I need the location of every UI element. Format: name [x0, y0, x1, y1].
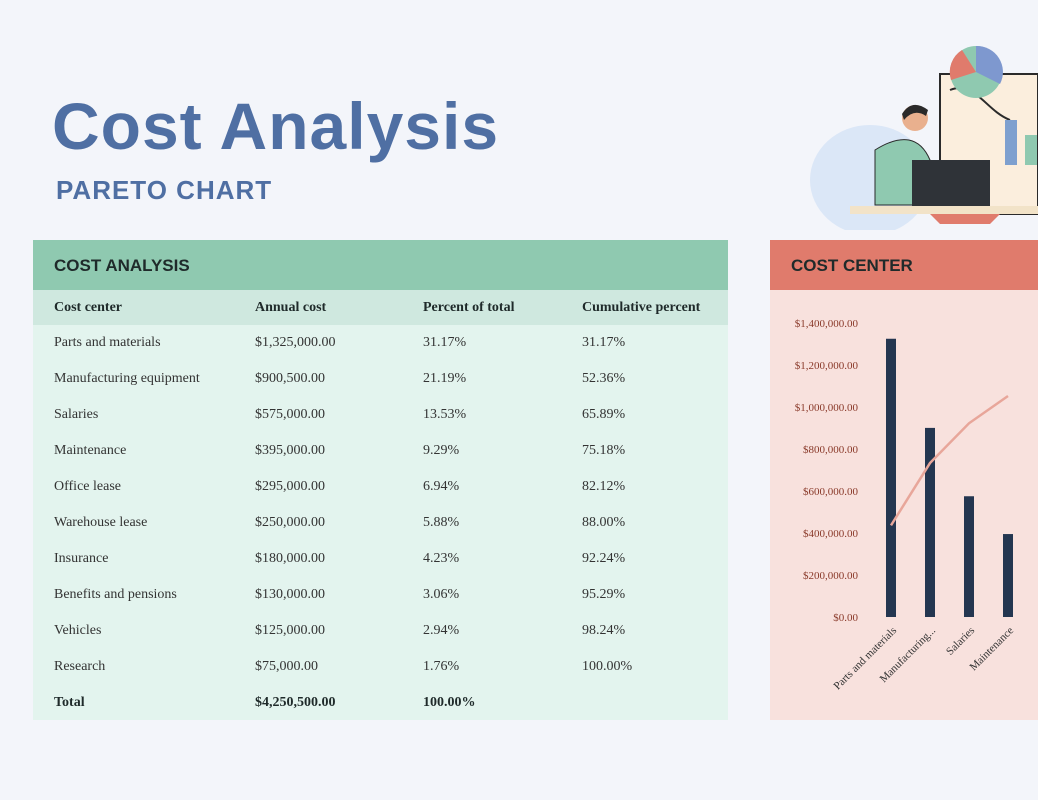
page-subtitle: PARETO CHART: [56, 175, 273, 205]
cell: Manufacturing equipment: [54, 371, 200, 386]
chart-panel: COST CENTER $0.00 $200,000.00 $400,000.00 $…: [770, 240, 1038, 720]
cell: $125,000.00: [255, 623, 325, 638]
table-row: Insurance $180,000.00 4.23% 92.24%: [33, 541, 728, 577]
chart: $0.00 $200,000.00 $400,000.00 $600,000.00 $8…: [795, 318, 1016, 692]
cell: 100.00%: [582, 659, 633, 674]
y-tick-label: $1,200,000.00: [795, 360, 859, 372]
y-tick-label: $800,000.00: [803, 444, 859, 456]
cell: 31.17%: [423, 335, 467, 350]
cell: 82.12%: [582, 479, 626, 494]
cell: Percent of total: [423, 300, 515, 315]
chair: [930, 214, 1000, 224]
cell: $295,000.00: [255, 479, 325, 494]
cell: 2.94%: [423, 623, 460, 638]
bar: [1003, 534, 1013, 617]
cell: 100.00%: [423, 695, 476, 710]
cell: Total: [54, 695, 85, 710]
cell: Cost center: [54, 300, 123, 315]
cell: 1.76%: [423, 659, 460, 674]
total-row: Total $4,250,500.00 100.00%: [33, 685, 728, 720]
cell: Insurance: [54, 551, 109, 566]
cell: Maintenance: [54, 443, 127, 458]
cell: 6.94%: [423, 479, 460, 494]
bar: [886, 338, 896, 617]
cell: 88.00%: [582, 515, 626, 530]
cell: $900,500.00: [255, 371, 325, 386]
cell: $180,000.00: [255, 551, 325, 566]
chart-title: COST CENTER: [770, 240, 1038, 290]
cell: 95.29%: [582, 587, 626, 602]
cell: 92.24%: [582, 551, 626, 566]
cell: Research: [54, 659, 106, 674]
cell: 9.29%: [423, 443, 460, 458]
y-tick-label: $400,000.00: [803, 528, 859, 540]
table: Cost center Annual cost Percent of total Cu…: [33, 290, 728, 720]
cell: Parts and materials: [54, 335, 161, 350]
illustration: [810, 45, 1038, 230]
pie-icon: [976, 45, 1003, 84]
cell: 13.53%: [423, 407, 467, 422]
bar: [964, 496, 974, 617]
y-tick-label: $200,000.00: [803, 570, 859, 582]
board-bar: [1025, 135, 1037, 165]
cell: Office lease: [54, 479, 121, 494]
table-row: Parts and materials $1,325,000.00 31.17% 31…: [33, 325, 728, 361]
x-tick-label: Salaries: [944, 625, 977, 658]
cell: 31.17%: [582, 335, 626, 350]
cell: $575,000.00: [255, 407, 325, 422]
cell: 75.18%: [582, 443, 626, 458]
line: [889, 394, 1009, 527]
cell: 65.89%: [582, 407, 626, 422]
y-tick-label: $600,000.00: [803, 486, 859, 498]
cell: $130,000.00: [255, 587, 325, 602]
cell: 5.88%: [423, 515, 460, 530]
board-bar: [1005, 120, 1017, 165]
cell: $395,000.00: [255, 443, 325, 458]
person-hair: [902, 104, 928, 120]
cell: Vehicles: [54, 623, 102, 638]
cell: Salaries: [54, 407, 99, 422]
table-row: Research $75,000.00 1.76% 100.00%: [33, 649, 728, 685]
table-row: Manufacturing equipment $900,500.00 21.19%…: [33, 361, 728, 397]
bar: [925, 427, 935, 617]
table-row: Office lease $295,000.00 6.94% 82.12%: [33, 469, 728, 505]
table-row: Vehicles $125,000.00 2.94% 98.24%: [33, 613, 728, 649]
table-row: Maintenance $395,000.00 9.29% 75.18%: [33, 433, 728, 469]
page-title: Cost Analysis: [52, 89, 500, 163]
cell: Annual cost: [255, 300, 327, 315]
pie-icon: [949, 50, 976, 80]
desk: [850, 206, 1038, 214]
table-row: Salaries $575,000.00 13.53% 65.89%: [33, 397, 728, 433]
cell: $1,325,000.00: [255, 335, 336, 350]
cell: Warehouse lease: [54, 515, 148, 530]
cell: $250,000.00: [255, 515, 325, 530]
cell: $75,000.00: [255, 659, 318, 674]
y-tick-label: $1,400,000.00: [795, 318, 859, 330]
cell: 98.24%: [582, 623, 626, 638]
y-tick-label: $0.00: [833, 612, 858, 624]
cell: Benefits and pensions: [54, 587, 177, 602]
table-title: COST ANALYSIS: [33, 240, 728, 290]
column-header-row: Cost center Annual cost Percent of total Cu…: [33, 290, 728, 325]
cell: $4,250,500.00: [255, 695, 336, 710]
table-row: Warehouse lease $250,000.00 5.88% 88.00%: [33, 505, 728, 541]
table-row: Benefits and pensions $130,000.00 3.06% 95.…: [33, 577, 728, 613]
cell: 21.19%: [423, 371, 467, 386]
y-tick-label: $1,000,000.00: [795, 402, 859, 414]
cell: 4.23%: [423, 551, 460, 566]
laptop: [912, 160, 990, 206]
cell: Cumulative percent: [582, 300, 701, 315]
cell: 52.36%: [582, 371, 626, 386]
cell: 3.06%: [423, 587, 460, 602]
table-panel: COST ANALYSIS Cost center Annual cost Perc…: [33, 240, 728, 720]
